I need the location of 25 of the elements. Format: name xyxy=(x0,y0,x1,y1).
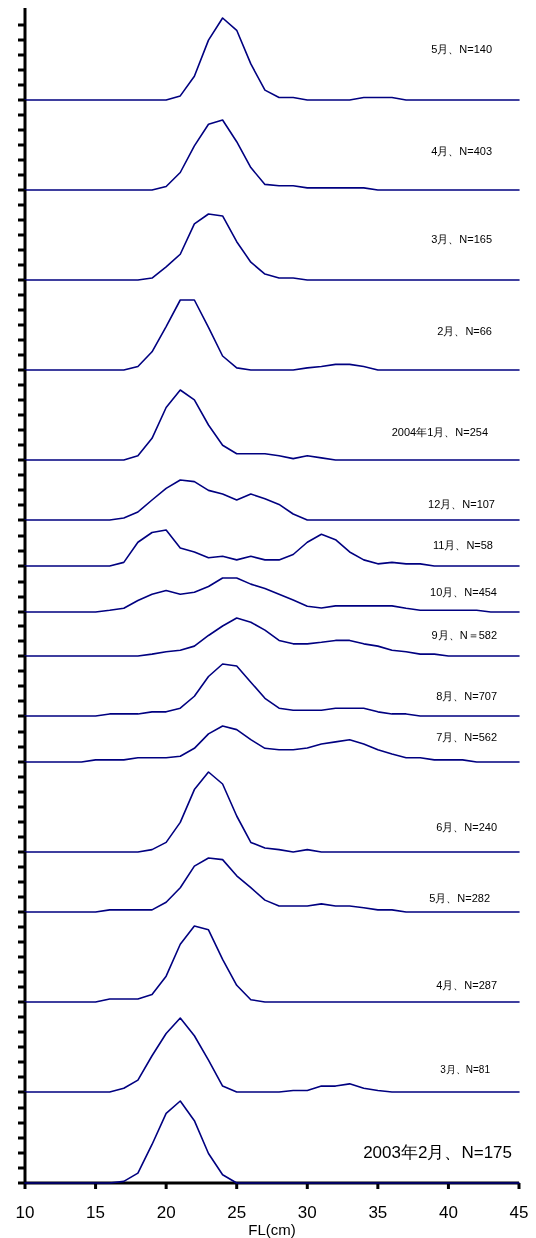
x-axis-title: FL(cm) xyxy=(248,1221,296,1238)
text: 11月、N=58 xyxy=(432,539,493,551)
x-tick-label: 15 xyxy=(86,1203,106,1222)
text: 5月、N=282 xyxy=(429,892,490,904)
text: 2月、N=66 xyxy=(437,325,492,337)
text: 4月、N=403 xyxy=(431,145,492,157)
x-tick-label: 25 xyxy=(227,1203,247,1222)
text: 5月、N=140 xyxy=(431,43,492,55)
text: 9月、N＝582 xyxy=(431,629,497,641)
text: 8月、N=707 xyxy=(436,690,497,702)
x-tick-label: 30 xyxy=(297,1203,317,1222)
text: 2003年2月、N=175 xyxy=(363,1142,512,1162)
text: 12月、N=107 xyxy=(428,498,495,510)
text: 3月、N=81 xyxy=(440,1063,491,1075)
text: 10月、N=454 xyxy=(430,586,497,598)
text: 3月、N=165 xyxy=(431,233,492,245)
x-tick-label: 40 xyxy=(438,1203,458,1222)
x-tick-label: 10 xyxy=(15,1203,35,1222)
chart-title: 7月、N=562 xyxy=(436,731,497,743)
text: 6月、N=240 xyxy=(436,821,497,833)
text: 2004年1月、N=254 xyxy=(391,426,488,438)
x-tick-label: 45 xyxy=(509,1203,529,1222)
text: 4月、N=287 xyxy=(436,979,497,991)
x-tick-label: 35 xyxy=(368,1203,388,1222)
x-tick-label: 20 xyxy=(156,1203,176,1222)
